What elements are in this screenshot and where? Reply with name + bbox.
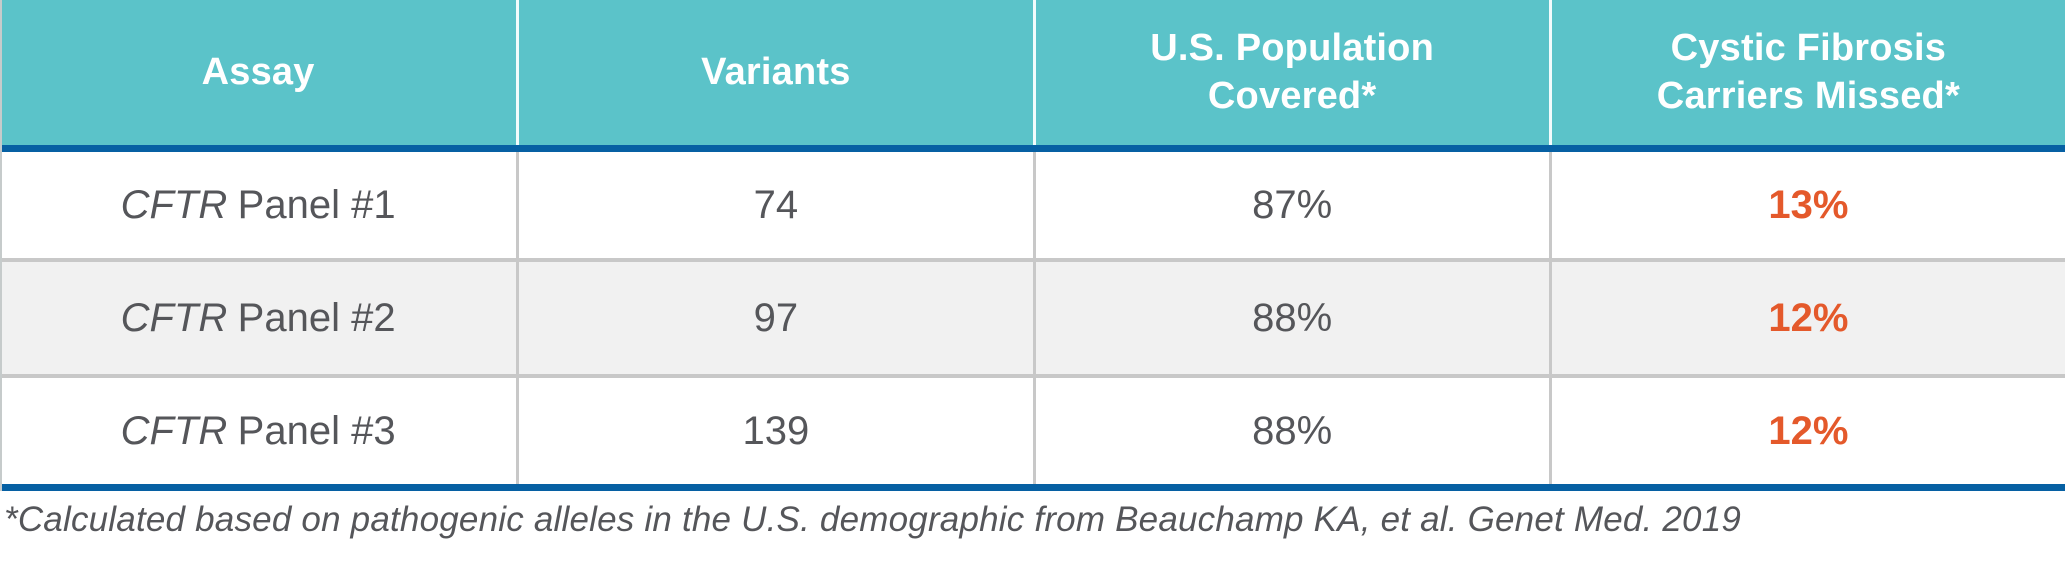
header-cell-carriers-missed: Cystic Fibrosis Carriers Missed* [1548, 0, 2065, 145]
carriers-missed-cell: 13% [1548, 152, 2065, 258]
table-row: CFTR Panel #1 74 87% 13% [0, 152, 2065, 258]
population-covered-cell: 88% [1032, 378, 1549, 484]
assay-label: Panel #2 [237, 295, 396, 340]
population-covered-cell: 87% [1032, 152, 1549, 258]
carriers-missed-cell: 12% [1548, 262, 2065, 374]
table-body: CFTR Panel #1 74 87% 13% CFTR Panel #2 97 … [0, 152, 2065, 484]
header-cell-assay: Assay [201, 50, 315, 93]
gene-name: CFTR [120, 182, 228, 227]
assay-cell: CFTR Panel #1 [0, 152, 516, 258]
variants-cell: 139 [516, 378, 1032, 484]
assay-label: Panel #1 [237, 182, 396, 227]
carriers-missed-cell: 12% [1548, 378, 2065, 484]
table-row: CFTR Panel #2 97 88% 12% [0, 262, 2065, 374]
assay-label: Panel #3 [237, 408, 396, 453]
header-cell-population-covered: U.S. Population Covered* [1032, 0, 1549, 145]
header-bottom-rule [0, 145, 2065, 152]
gene-name: CFTR [120, 295, 228, 340]
row-divider [0, 258, 2065, 262]
population-covered-cell: 88% [1032, 262, 1549, 374]
variants-cell: 74 [516, 152, 1032, 258]
table-header-row: Assay Variants U.S. Population Covered* … [0, 0, 2065, 145]
assay-cell: CFTR Panel #3 [0, 378, 516, 484]
header-cell-variants: Variants [516, 0, 1032, 145]
row-divider [0, 374, 2065, 378]
table-row: CFTR Panel #3 139 88% 12% [0, 378, 2065, 484]
footnote-area: *Calculated based on pathogenic alleles … [0, 491, 2065, 581]
table-bottom-rule [0, 484, 2065, 491]
footnote-text: *Calculated based on pathogenic alleles … [4, 500, 1742, 539]
gene-name: CFTR [120, 408, 228, 453]
assay-cell: CFTR Panel #2 [0, 262, 516, 374]
variants-cell: 97 [516, 262, 1032, 374]
